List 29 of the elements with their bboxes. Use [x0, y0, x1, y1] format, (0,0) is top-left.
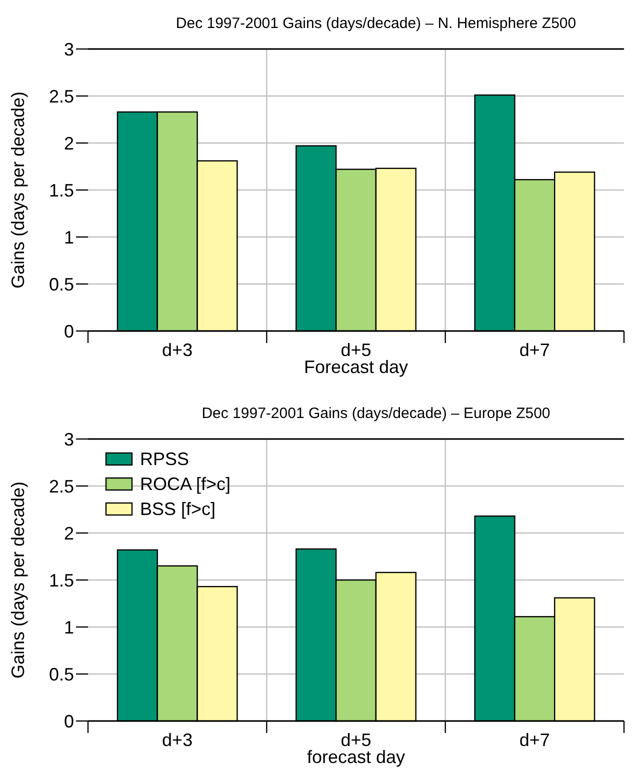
legend-label: ROCA [f>c] — [140, 474, 231, 494]
x-tick-label: d+3 — [162, 340, 193, 360]
y-tick-label: 2 — [64, 133, 74, 154]
y-tick-label: 3 — [64, 429, 74, 450]
y-tick-label: 0 — [64, 711, 74, 732]
x-axis-title: forecast day — [306, 747, 406, 767]
legend-label: BSS [f>c] — [140, 499, 216, 519]
y-tick-label: 0.5 — [48, 274, 74, 294]
x-tick-label: d+3 — [162, 730, 193, 750]
y-axis-title: Gains (days per decade) — [8, 91, 28, 289]
x-tick-label: d+5 — [340, 340, 372, 360]
x-axis-title: Forecast day — [304, 357, 408, 377]
y-tick-label: 1 — [64, 227, 74, 248]
y-tick-label: 1 — [64, 617, 74, 638]
legend-label: RPSS — [140, 449, 190, 469]
x-tick-label: d+7 — [519, 340, 550, 360]
y-axis-title: Gains (days per decade) — [8, 481, 28, 679]
y-tick-label: 2.5 — [48, 86, 74, 106]
y-tick-label: 3 — [64, 39, 74, 60]
y-tick-label: 0.5 — [48, 664, 74, 684]
x-tick-label: d+7 — [519, 730, 550, 750]
x-tick-label: d+5 — [340, 730, 372, 750]
chart-title: Dec 1997-2001 Gains (days/decade) – Europe Z500 — [202, 405, 550, 422]
y-tick-label: 2.5 — [48, 476, 74, 496]
y-tick-label: 1.5 — [48, 180, 74, 200]
chart-title: Dec 1997-2001 Gains (days/decade) – N. Hemisphere Z500 — [176, 15, 576, 32]
y-tick-label: 1.5 — [48, 570, 74, 590]
y-tick-label: 0 — [64, 321, 74, 342]
y-tick-label: 2 — [64, 523, 74, 544]
